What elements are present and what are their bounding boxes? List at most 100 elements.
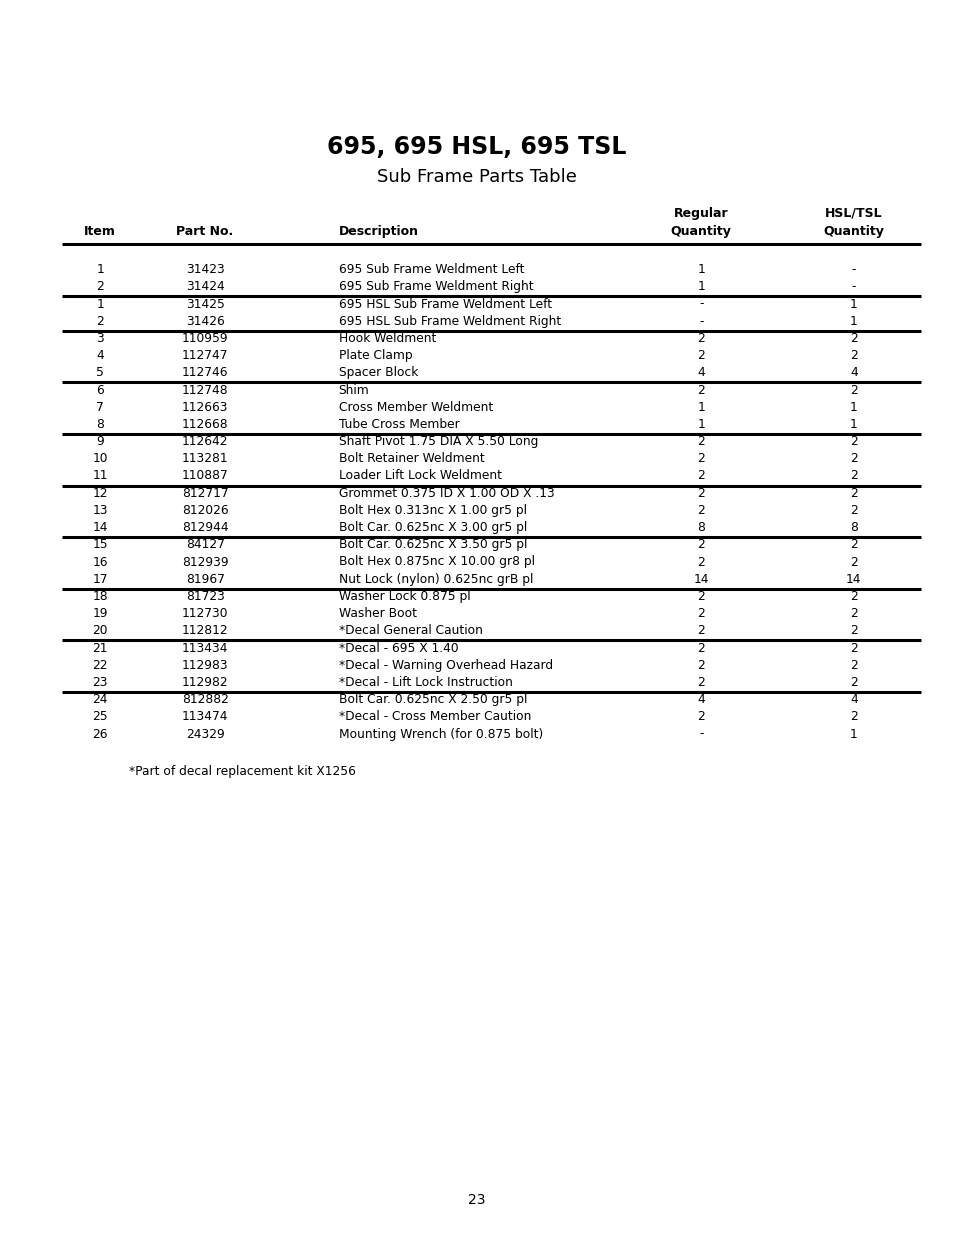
Text: 2: 2 bbox=[697, 658, 704, 672]
Text: 4: 4 bbox=[697, 367, 704, 379]
Text: 1: 1 bbox=[96, 263, 104, 277]
Text: 112663: 112663 bbox=[182, 400, 228, 414]
Text: 1: 1 bbox=[849, 727, 857, 741]
Text: 112812: 112812 bbox=[182, 625, 228, 637]
Text: 1: 1 bbox=[849, 400, 857, 414]
Text: Quantity: Quantity bbox=[670, 225, 731, 238]
Text: 2: 2 bbox=[849, 452, 857, 466]
Text: 17: 17 bbox=[92, 573, 108, 585]
Text: 15: 15 bbox=[92, 538, 108, 551]
Text: -: - bbox=[851, 280, 855, 293]
Text: 2: 2 bbox=[849, 590, 857, 603]
Text: *Part of decal replacement kit X1256: *Part of decal replacement kit X1256 bbox=[129, 764, 355, 778]
Text: 2: 2 bbox=[697, 504, 704, 517]
Text: Item: Item bbox=[84, 225, 116, 238]
Text: 8: 8 bbox=[849, 521, 857, 534]
Text: Sub Frame Parts Table: Sub Frame Parts Table bbox=[376, 168, 577, 186]
Text: Tube Cross Member: Tube Cross Member bbox=[338, 417, 459, 431]
Text: 2: 2 bbox=[697, 435, 704, 448]
Text: 112983: 112983 bbox=[182, 658, 228, 672]
Text: 24: 24 bbox=[92, 693, 108, 706]
Text: -: - bbox=[699, 315, 702, 327]
Text: -: - bbox=[851, 263, 855, 277]
Text: *Decal - Cross Member Caution: *Decal - Cross Member Caution bbox=[338, 710, 531, 724]
Text: 23: 23 bbox=[92, 676, 108, 689]
Text: -: - bbox=[699, 298, 702, 310]
Text: 2: 2 bbox=[849, 676, 857, 689]
Text: Bolt Hex 0.313nc X 1.00 gr5 pl: Bolt Hex 0.313nc X 1.00 gr5 pl bbox=[338, 504, 526, 517]
Text: 22: 22 bbox=[92, 658, 108, 672]
Text: 2: 2 bbox=[849, 350, 857, 362]
Text: 31424: 31424 bbox=[186, 280, 224, 293]
Text: 25: 25 bbox=[92, 710, 108, 724]
Text: 84127: 84127 bbox=[186, 538, 224, 551]
Text: -: - bbox=[699, 727, 702, 741]
Text: Bolt Car. 0.625nc X 3.50 gr5 pl: Bolt Car. 0.625nc X 3.50 gr5 pl bbox=[338, 538, 526, 551]
Text: 112748: 112748 bbox=[182, 384, 228, 396]
Text: 20: 20 bbox=[92, 625, 108, 637]
Text: 2: 2 bbox=[849, 538, 857, 551]
Text: 21: 21 bbox=[92, 641, 108, 655]
Text: 2: 2 bbox=[849, 469, 857, 483]
Text: Bolt Car. 0.625nc X 3.00 gr5 pl: Bolt Car. 0.625nc X 3.00 gr5 pl bbox=[338, 521, 526, 534]
Text: 2: 2 bbox=[697, 625, 704, 637]
Text: 110959: 110959 bbox=[182, 332, 228, 345]
Text: 112730: 112730 bbox=[182, 608, 228, 620]
Text: Plate Clamp: Plate Clamp bbox=[338, 350, 412, 362]
Text: Mounting Wrench (for 0.875 bolt): Mounting Wrench (for 0.875 bolt) bbox=[338, 727, 542, 741]
Text: 16: 16 bbox=[92, 556, 108, 568]
Text: 2: 2 bbox=[849, 608, 857, 620]
Text: 2: 2 bbox=[697, 332, 704, 345]
Text: 2: 2 bbox=[697, 469, 704, 483]
Text: 24329: 24329 bbox=[186, 727, 224, 741]
Text: 4: 4 bbox=[849, 367, 857, 379]
Text: 4: 4 bbox=[697, 693, 704, 706]
Text: 2: 2 bbox=[849, 641, 857, 655]
Text: Bolt Car. 0.625nc X 2.50 gr5 pl: Bolt Car. 0.625nc X 2.50 gr5 pl bbox=[338, 693, 526, 706]
Text: 14: 14 bbox=[92, 521, 108, 534]
Text: 2: 2 bbox=[849, 625, 857, 637]
Text: Nut Lock (nylon) 0.625nc grB pl: Nut Lock (nylon) 0.625nc grB pl bbox=[338, 573, 533, 585]
Text: 1: 1 bbox=[849, 315, 857, 327]
Text: 13: 13 bbox=[92, 504, 108, 517]
Text: 2: 2 bbox=[849, 710, 857, 724]
Text: 31426: 31426 bbox=[186, 315, 224, 327]
Text: 1: 1 bbox=[697, 417, 704, 431]
Text: Spacer Block: Spacer Block bbox=[338, 367, 417, 379]
Text: Washer Boot: Washer Boot bbox=[338, 608, 416, 620]
Text: 1: 1 bbox=[96, 298, 104, 310]
Text: 812882: 812882 bbox=[181, 693, 229, 706]
Text: 6: 6 bbox=[96, 384, 104, 396]
Text: 8: 8 bbox=[697, 521, 704, 534]
Text: 2: 2 bbox=[697, 384, 704, 396]
Text: 695 HSL Sub Frame Weldment Right: 695 HSL Sub Frame Weldment Right bbox=[338, 315, 560, 327]
Text: 14: 14 bbox=[845, 573, 861, 585]
Text: Shim: Shim bbox=[338, 384, 369, 396]
Text: 11: 11 bbox=[92, 469, 108, 483]
Text: 12: 12 bbox=[92, 487, 108, 500]
Text: 695, 695 HSL, 695 TSL: 695, 695 HSL, 695 TSL bbox=[327, 135, 626, 159]
Text: 112668: 112668 bbox=[182, 417, 228, 431]
Text: 10: 10 bbox=[92, 452, 108, 466]
Text: 2: 2 bbox=[96, 315, 104, 327]
Text: 695 HSL Sub Frame Weldment Left: 695 HSL Sub Frame Weldment Left bbox=[338, 298, 551, 310]
Text: 812717: 812717 bbox=[182, 487, 228, 500]
Text: 3: 3 bbox=[96, 332, 104, 345]
Text: 1: 1 bbox=[697, 400, 704, 414]
Text: 5: 5 bbox=[96, 367, 104, 379]
Text: 112982: 112982 bbox=[182, 676, 228, 689]
Text: 1: 1 bbox=[697, 280, 704, 293]
Text: 2: 2 bbox=[697, 676, 704, 689]
Text: 2: 2 bbox=[697, 350, 704, 362]
Text: Bolt Hex 0.875nc X 10.00 gr8 pl: Bolt Hex 0.875nc X 10.00 gr8 pl bbox=[338, 556, 534, 568]
Text: 2: 2 bbox=[849, 658, 857, 672]
Text: 2: 2 bbox=[849, 332, 857, 345]
Text: 695 Sub Frame Weldment Right: 695 Sub Frame Weldment Right bbox=[338, 280, 533, 293]
Text: 2: 2 bbox=[697, 608, 704, 620]
Text: 31423: 31423 bbox=[186, 263, 224, 277]
Text: Description: Description bbox=[338, 225, 418, 238]
Text: 14: 14 bbox=[693, 573, 708, 585]
Text: Quantity: Quantity bbox=[822, 225, 883, 238]
Text: 7: 7 bbox=[96, 400, 104, 414]
Text: 31425: 31425 bbox=[186, 298, 224, 310]
